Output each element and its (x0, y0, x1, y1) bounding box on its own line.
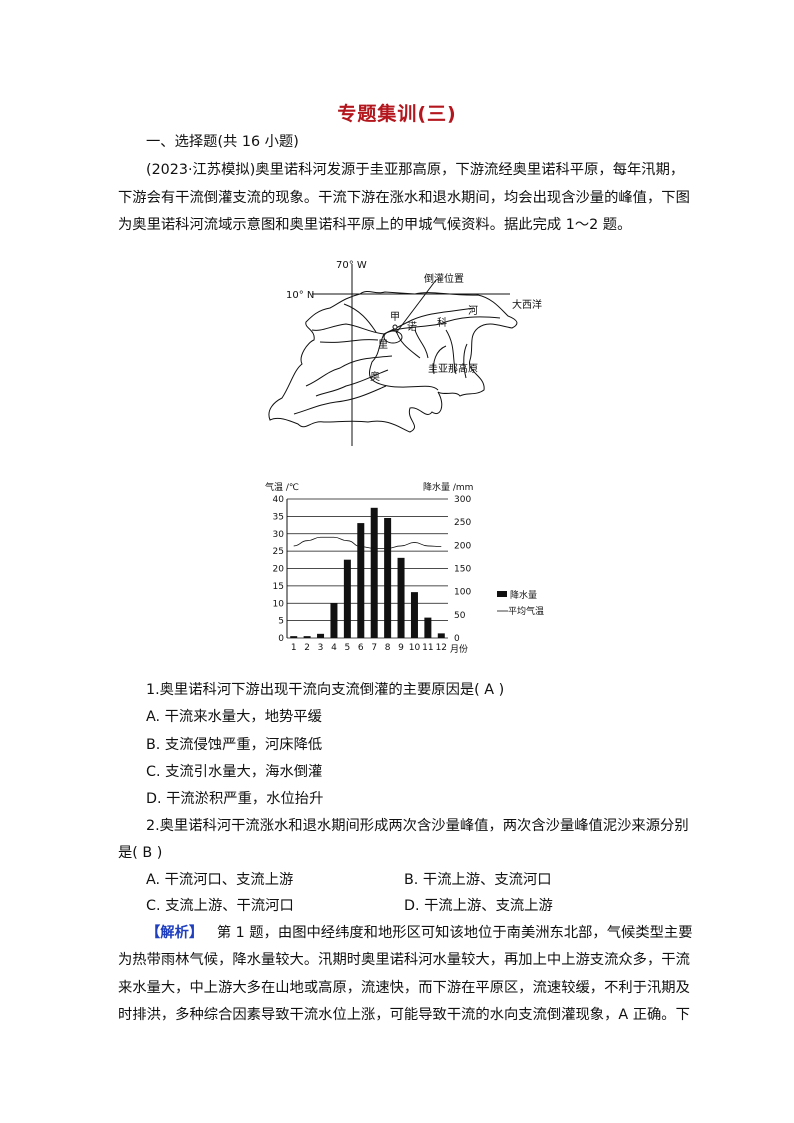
left-tick-label: 10 (273, 599, 285, 609)
month-tick-label: 5 (345, 643, 351, 653)
precip-bar (330, 603, 338, 638)
q2-option-d: D. 干流上游、支流上游 (404, 898, 553, 914)
left-tick-label: 0 (278, 634, 284, 644)
precip-bar (357, 523, 365, 638)
month-tick-label: 10 (409, 643, 421, 653)
plateau-label: 圭亚那高原 (428, 362, 478, 375)
x-axis-label: 月份 (450, 643, 468, 655)
left-tick-label: 15 (273, 582, 284, 592)
question-2-stem: 2.奥里诺科河干流涨水和退水期间形成两次含沙量峰值，两次含沙量峰值泥沙来源分别 (146, 818, 689, 834)
month-tick-label: 7 (371, 643, 377, 653)
month-tick-label: 8 (385, 643, 391, 653)
intro-line: 下游会有干流倒灌支流的现象。干流下游在涨水和退水期间，均会出现含沙量的峰值，下图 (118, 190, 690, 206)
right-tick-label: 300 (454, 495, 471, 505)
left-tick-label: 35 (273, 512, 284, 522)
left-axis-label: 气温 /℃ (265, 481, 299, 493)
river-char: 诺 (407, 321, 417, 333)
question-1-stem: 1.奥里诺科河下游出现干流向支流倒灌的主要原因是( A ) (146, 682, 505, 698)
intro-line: (2023·江苏模拟)奥里诺科河发源于圭亚那高原，下游流经奥里诺科平原，每年汛期… (146, 162, 685, 178)
river-basin-map: 70° W 10° N 倒灌位置 大西洋 甲 奥 里 诺 科 河 圭亚那高原 (268, 260, 542, 446)
precip-bar (384, 517, 392, 638)
q1-option-a: A. 干流来水量大，地势平缓 (146, 709, 322, 725)
precip-bar (424, 617, 432, 638)
precip-bar (303, 636, 311, 638)
page-title: 专题集训(三) (337, 103, 457, 125)
right-tick-label: 150 (454, 565, 471, 575)
q2-option-c: C. 支流上游、干流河口 (146, 898, 294, 914)
climate-chart: 气温 /℃ 降水量 /mm 月份 40353025201510503002502… (265, 481, 544, 655)
city-label: 甲 (390, 312, 400, 323)
analysis-label: 【解析】 (146, 925, 204, 941)
temperature-line (293, 536, 442, 549)
section-heading: 一、选择题(共 16 小题) (146, 134, 299, 150)
right-tick-label: 100 (454, 588, 471, 598)
intro-line: 为奥里诺科河流域示意图和奥里诺科平原上的甲城气候资料。据此完成 1～2 题。 (118, 217, 632, 233)
q1-option-c: C. 支流引水量大，海水倒灌 (146, 764, 323, 780)
precip-bar (290, 636, 298, 638)
precip-bar (343, 559, 351, 638)
tributary (395, 329, 468, 379)
precip-bar (437, 633, 445, 638)
q1-option-d: D. 干流淤积严重，水位抬升 (146, 791, 324, 807)
river-char: 里 (378, 339, 388, 351)
lat-label: 10° N (286, 290, 314, 301)
q1-option-b: B. 支流侵蚀严重，河床降低 (146, 737, 323, 753)
question-2-stem-cont: 是( B ) (118, 845, 163, 861)
month-tick-label: 6 (358, 643, 364, 653)
month-tick-label: 2 (304, 643, 310, 653)
month-tick-label: 4 (331, 643, 337, 653)
q2-option-a: A. 干流河口、支流上游 (146, 872, 294, 888)
left-tick-label: 40 (273, 495, 285, 505)
analysis-line: 第 1 题，由图中经纬度和地形区可知该地位于南美洲东北部，气候类型主要 (216, 925, 693, 941)
precip-bar (397, 557, 405, 638)
precip-bar (370, 507, 378, 638)
basin-outline (268, 291, 518, 433)
precip-bar (317, 633, 325, 638)
precip-bar (410, 592, 418, 638)
legend-swatch-precip (497, 591, 507, 597)
city-jia-marker (392, 324, 398, 330)
right-tick-label: 50 (454, 611, 466, 621)
analysis-line: 来水量大，中上游大多在山地或高原，流速快，而下游在平原区，流速较缓，不利于汛期及 (118, 980, 690, 996)
legend-precip: 降水量 (510, 589, 537, 601)
backflow-label: 倒灌位置 (424, 272, 464, 285)
backflow-circle (383, 330, 403, 344)
month-tick-label: 11 (422, 643, 433, 653)
month-tick-label: 3 (318, 643, 324, 653)
q2-option-b: B. 干流上游、支流河口 (404, 872, 552, 888)
legend-temp: 平均气温 (508, 605, 544, 617)
month-tick-label: 12 (436, 643, 447, 653)
analysis-line: 时排洪，多种综合因素导致干流水位上涨，可能导致干流的水向支流倒灌现象，A 正确。… (118, 1007, 690, 1023)
right-tick-label: 250 (454, 518, 471, 528)
left-tick-label: 30 (273, 530, 285, 540)
right-axis-label: 降水量 /mm (423, 481, 473, 493)
lon-label: 70° W (336, 260, 367, 271)
river-char: 科 (437, 316, 447, 329)
left-tick-label: 5 (278, 617, 284, 627)
right-tick-label: 200 (454, 541, 471, 551)
month-tick-label: 9 (398, 643, 404, 653)
ocean-label: 大西洋 (512, 298, 542, 311)
right-tick-label: 0 (454, 634, 460, 644)
river-char: 奥 (370, 370, 380, 383)
left-tick-label: 20 (273, 565, 285, 575)
analysis-line: 为热带雨林气候，降水量较大。汛期时奥里诺科河水量较大，再加上中上游支流众多，干流 (118, 952, 690, 968)
tributary (293, 303, 393, 415)
left-tick-label: 25 (273, 547, 284, 557)
month-tick-label: 1 (291, 643, 297, 653)
river-char: 河 (468, 305, 478, 317)
